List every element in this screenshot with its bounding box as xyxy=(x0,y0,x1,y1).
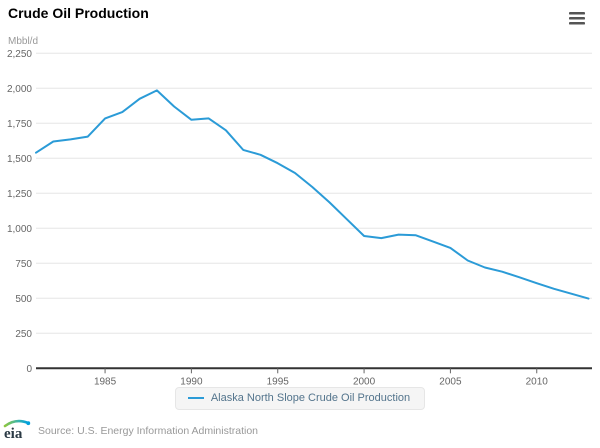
svg-text:1985: 1985 xyxy=(94,376,117,387)
legend-series-dash-icon xyxy=(187,397,204,399)
burger-bar xyxy=(569,12,585,15)
y-gridlines xyxy=(36,52,592,334)
burger-bar xyxy=(569,22,585,25)
svg-text:1,250: 1,250 xyxy=(7,189,32,200)
eia-logo-text: eia xyxy=(4,426,23,442)
svg-text:2,000: 2,000 xyxy=(7,84,32,95)
svg-text:750: 750 xyxy=(15,259,32,270)
svg-text:2000: 2000 xyxy=(353,376,376,387)
footer: eia Source: U.S. Energy Information Admi… xyxy=(2,416,258,442)
legend-item[interactable]: Alaska North Slope Crude Oil Production xyxy=(174,387,426,410)
eia-logo-swoosh xyxy=(3,419,30,428)
svg-text:250: 250 xyxy=(15,329,32,340)
eia-logo[interactable]: eia xyxy=(2,416,32,442)
x-axis-labels: 1985 1990 1995 2000 2005 2010 xyxy=(94,376,548,387)
burger-bar xyxy=(569,17,585,20)
svg-text:2,250: 2,250 xyxy=(7,49,32,60)
eia-logo-dot xyxy=(26,421,31,426)
legend-series-label: Alaska North Slope Crude Oil Production xyxy=(210,392,411,404)
y-axis-labels: 0 250 500 750 1,000 1,250 1,500 1,750 2,000 2,250 xyxy=(7,49,32,375)
svg-text:1,000: 1,000 xyxy=(7,224,32,235)
svg-text:1995: 1995 xyxy=(267,376,290,387)
svg-text:1,500: 1,500 xyxy=(7,154,32,165)
svg-text:1990: 1990 xyxy=(180,376,203,387)
svg-text:500: 500 xyxy=(15,294,32,305)
x-axis xyxy=(36,367,592,374)
svg-text:1,750: 1,750 xyxy=(7,119,32,130)
svg-text:0: 0 xyxy=(26,364,32,375)
svg-text:2010: 2010 xyxy=(526,376,549,387)
plot-area: 0 250 500 750 1,000 1,250 1,500 1,750 2,000 2,250… xyxy=(7,49,592,387)
svg-text:2005: 2005 xyxy=(439,376,462,387)
chart-title: Crude Oil Production xyxy=(8,5,149,21)
source-attribution: Source: U.S. Energy Information Administ… xyxy=(38,425,259,437)
series-line[interactable] xyxy=(35,89,590,300)
export-menu-icon[interactable] xyxy=(569,12,585,26)
y-axis-title: Mbbl/d xyxy=(8,36,39,47)
